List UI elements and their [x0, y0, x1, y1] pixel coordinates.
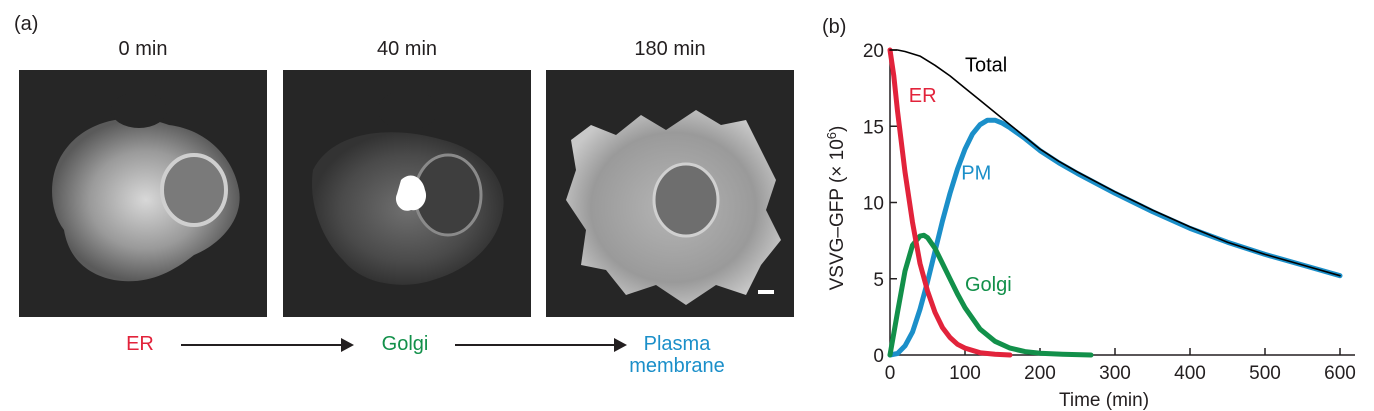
- series-line-golgi: [887, 232, 1094, 358]
- x-tick-label: 200: [1024, 363, 1056, 384]
- y-tick-label: 15: [863, 117, 884, 138]
- series-label-pm: PM: [961, 163, 991, 185]
- y-axis-label-close: ): [827, 126, 848, 132]
- image-time-0: 0 min: [118, 38, 168, 60]
- series-label-er: ER: [909, 85, 937, 107]
- micrograph-40-min: [283, 70, 531, 317]
- y-axis-label: VSVG–GFP (× 106): [824, 126, 849, 291]
- y-axis-label-main: VSVG–GFP (× 10: [827, 139, 848, 290]
- panel-a-label: (a): [14, 13, 39, 35]
- image-time-2: 180 min: [634, 38, 706, 60]
- micrograph-180-min: [546, 70, 794, 317]
- panel-b-label: (b): [822, 16, 846, 38]
- series-line-total: [889, 49, 1341, 277]
- x-tick-label: 100: [949, 363, 981, 384]
- y-tick-label: 10: [863, 194, 884, 215]
- stage-pm-label: Plasma membrane: [622, 333, 732, 377]
- x-tick-label: 300: [1099, 363, 1131, 384]
- stage-er-label: ER: [110, 333, 170, 355]
- series-label-golgi: Golgi: [965, 274, 1012, 296]
- y-tick-label: 0: [873, 346, 884, 367]
- stage-pm-line-2: membrane: [629, 355, 725, 377]
- arrow-er-to-golgi: [181, 338, 354, 352]
- x-tick-label: 600: [1324, 363, 1356, 384]
- stage-er-text: ER: [126, 333, 154, 355]
- y-tick-label: 20: [863, 41, 884, 62]
- x-tick-label: 0: [885, 363, 896, 384]
- x-tick-label: 500: [1249, 363, 1281, 384]
- y-tick-label: 5: [873, 270, 884, 291]
- image-time-1: 40 min: [376, 38, 438, 60]
- stage-golgi-label: Golgi: [370, 333, 440, 355]
- x-axis-label: Time (min): [1059, 390, 1149, 411]
- y-axis-label-sup: 6: [824, 132, 839, 139]
- series-line-er: [887, 47, 1013, 358]
- series-label-total: Total: [965, 54, 1007, 76]
- stage-golgi-text: Golgi: [381, 333, 429, 355]
- micrograph-0-min: [19, 70, 267, 317]
- series-line-pm: [887, 117, 1343, 358]
- arrow-golgi-to-pm: [455, 338, 627, 352]
- x-tick-label: 400: [1174, 363, 1206, 384]
- stage-pm-line-1: Plasma: [643, 333, 711, 355]
